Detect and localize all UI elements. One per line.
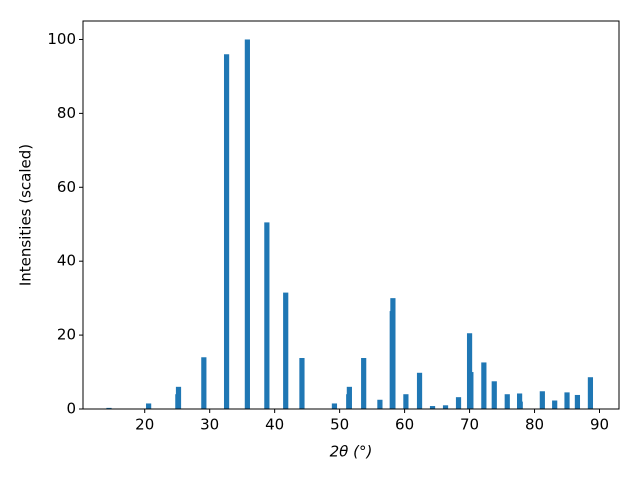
bar [517, 401, 523, 409]
bar [146, 403, 152, 409]
bar [455, 397, 462, 409]
bar [587, 377, 594, 409]
bar [491, 381, 497, 409]
x-tick-label: 40 [265, 416, 284, 434]
y-tick-label: 0 [66, 400, 76, 418]
x-tick-label: 80 [525, 416, 544, 434]
x-tick-label: 30 [200, 416, 219, 434]
bar [574, 394, 581, 409]
x-tick-label: 60 [395, 416, 414, 434]
bar [564, 392, 570, 409]
bar [466, 333, 473, 409]
bar [442, 405, 449, 409]
x-axis-label: 2θ (°) [330, 443, 373, 461]
bar [299, 358, 305, 409]
y-tick-label: 40 [57, 252, 76, 270]
y-tick-label: 80 [57, 104, 76, 122]
bar [416, 372, 423, 409]
bar [175, 386, 182, 409]
bar [106, 407, 112, 409]
bar [264, 222, 270, 409]
bar [552, 400, 558, 409]
y-tick-label: 60 [57, 178, 76, 196]
bar [223, 54, 230, 409]
x-tick-label: 50 [330, 416, 349, 434]
bar [201, 357, 207, 409]
x-tick-label: 70 [460, 416, 479, 434]
bar [481, 362, 487, 409]
bar [331, 403, 338, 409]
bar [361, 358, 367, 409]
bar [516, 393, 523, 409]
bar [283, 292, 289, 409]
x-tick-label: 90 [590, 416, 609, 434]
bar [539, 391, 545, 409]
plot-frame [82, 20, 620, 410]
bar [429, 406, 436, 409]
y-axis-label: Intensities (scaled) [17, 144, 35, 286]
bar [390, 298, 396, 409]
y-tick-label: 20 [57, 326, 76, 344]
bar [346, 386, 352, 409]
bar [377, 399, 383, 409]
bar [468, 372, 474, 409]
bar [244, 39, 250, 409]
bar [504, 394, 510, 409]
y-tick-label: 100 [47, 30, 76, 48]
x-tick-label: 20 [135, 416, 154, 434]
bar [403, 394, 409, 409]
